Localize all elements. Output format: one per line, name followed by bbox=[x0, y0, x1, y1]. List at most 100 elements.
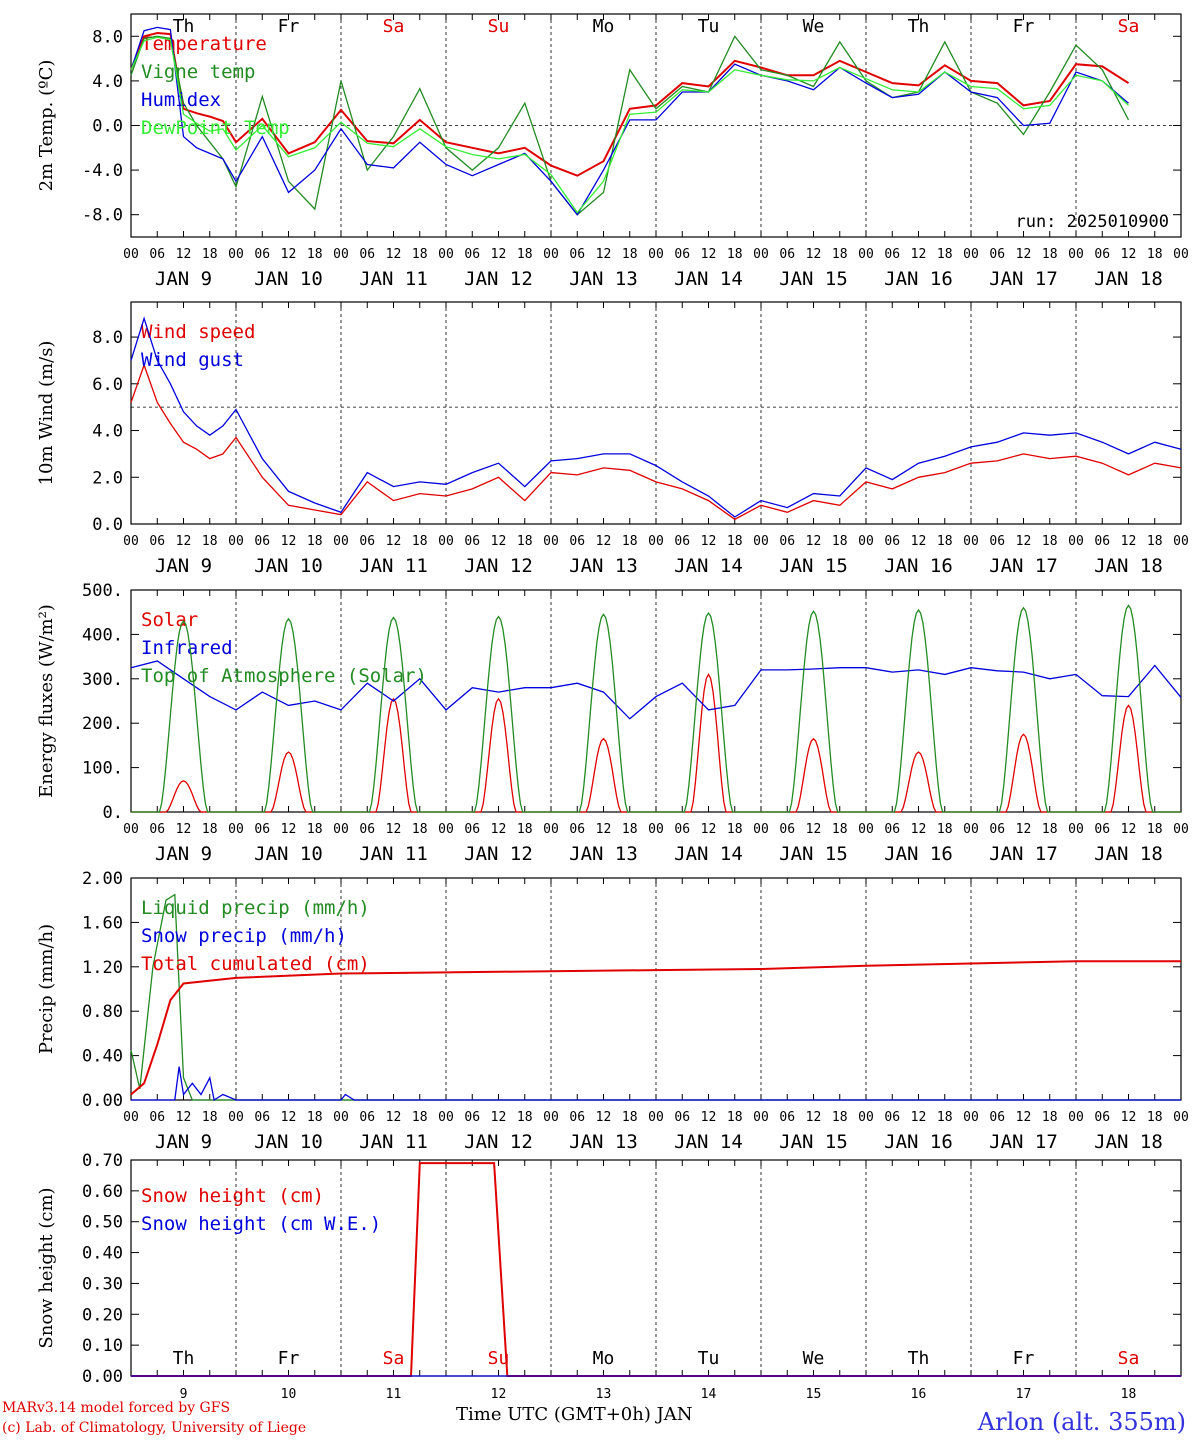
hour-tick-label: 18 bbox=[727, 534, 743, 549]
model-credit: MARv3.14 model forced by GFS bbox=[2, 1400, 231, 1416]
weekday-label: Sa bbox=[383, 16, 405, 37]
date-label: JAN 12 bbox=[464, 555, 533, 577]
hour-tick-label: 06 bbox=[884, 1110, 900, 1125]
hour-tick-label: 18 bbox=[202, 534, 218, 549]
hour-tick-label: 12 bbox=[911, 1110, 927, 1125]
legend-entry: Total cumulated (cm) bbox=[141, 953, 370, 975]
hour-tick-label: 06 bbox=[674, 534, 690, 549]
weekday-label: Th bbox=[173, 16, 195, 37]
y-tick-label: 0.30 bbox=[82, 1274, 123, 1294]
date-label: JAN 13 bbox=[569, 555, 638, 577]
day-number-label: 9 bbox=[180, 1387, 188, 1402]
y-tick-label: 200. bbox=[82, 714, 123, 734]
hour-tick-label: 12 bbox=[176, 247, 192, 262]
hour-tick-label: 18 bbox=[202, 247, 218, 262]
hour-tick-label: 06 bbox=[254, 1110, 270, 1125]
series-line-infrared bbox=[130, 660, 1182, 720]
hour-tick-label: 12 bbox=[596, 1110, 612, 1125]
date-label: JAN 16 bbox=[884, 1131, 953, 1153]
hour-tick-label: 00 bbox=[858, 1110, 874, 1125]
hour-tick-label: 00 bbox=[543, 1110, 559, 1125]
y-tick-label: 0.10 bbox=[82, 1336, 123, 1356]
legend-entry: Snow precip (mm/h) bbox=[141, 925, 347, 947]
y-tick-label: 1.20 bbox=[82, 958, 123, 978]
date-label: JAN 17 bbox=[989, 1131, 1058, 1153]
hour-tick-label: 18 bbox=[202, 822, 218, 837]
day-number-label: 11 bbox=[386, 1387, 402, 1402]
date-label: JAN 13 bbox=[569, 268, 638, 290]
date-label: JAN 17 bbox=[989, 555, 1058, 577]
run-label: run: 2025010900 bbox=[1015, 212, 1169, 232]
hour-tick-label: 06 bbox=[674, 822, 690, 837]
hour-tick-label: 12 bbox=[281, 822, 297, 837]
hour-tick-label: 00 bbox=[123, 247, 139, 262]
legend-entry: Wind gust bbox=[141, 349, 244, 371]
date-label: JAN 16 bbox=[884, 555, 953, 577]
day-number-label: 17 bbox=[1016, 1387, 1032, 1402]
hour-tick-label: 00 bbox=[1068, 247, 1084, 262]
hour-tick-label: 18 bbox=[832, 247, 848, 262]
hour-tick-label: 12 bbox=[491, 822, 507, 837]
y-tick-label: 8.0 bbox=[92, 328, 123, 348]
y-tick-label: -8.0 bbox=[82, 206, 123, 226]
date-label: JAN 13 bbox=[569, 1131, 638, 1153]
hour-tick-label: 06 bbox=[149, 1110, 165, 1125]
y-tick-label: 1.60 bbox=[82, 913, 123, 933]
date-label: JAN 13 bbox=[569, 843, 638, 865]
hour-tick-label: 00 bbox=[963, 822, 979, 837]
panel-3: 0. 100. 200. 300. 400. 500. Energy fluxes (W/m… bbox=[36, 581, 1189, 865]
hour-tick-label: 12 bbox=[1121, 1110, 1137, 1125]
hour-tick-label: 18 bbox=[412, 247, 428, 262]
hour-tick-label: 06 bbox=[674, 247, 690, 262]
y-tick-label: 0.60 bbox=[82, 1182, 123, 1202]
hour-tick-label: 06 bbox=[674, 1110, 690, 1125]
hour-tick-label: 12 bbox=[806, 822, 822, 837]
hour-tick-label: 12 bbox=[596, 247, 612, 262]
series-line-total-cumulated-cm bbox=[130, 960, 1181, 1096]
weekday-label: Sa bbox=[1118, 16, 1140, 37]
date-label: JAN 14 bbox=[674, 268, 743, 290]
hour-tick-label: 12 bbox=[1016, 247, 1032, 262]
hour-tick-label: 00 bbox=[1068, 534, 1084, 549]
hour-tick-label: 06 bbox=[779, 822, 795, 837]
hour-tick-label: 00 bbox=[648, 534, 664, 549]
weekday-label: Su bbox=[488, 1348, 510, 1369]
hour-tick-label: 12 bbox=[1121, 822, 1137, 837]
hour-tick-label: 18 bbox=[1147, 247, 1163, 262]
date-label: JAN 16 bbox=[884, 268, 953, 290]
hour-tick-label: 06 bbox=[569, 1110, 585, 1125]
hour-tick-label: 06 bbox=[464, 822, 480, 837]
hour-tick-label: 12 bbox=[491, 534, 507, 549]
y-tick-label: 0.20 bbox=[82, 1305, 123, 1325]
y-tick-label: 2.0 bbox=[92, 468, 123, 488]
date-label: JAN 10 bbox=[254, 268, 323, 290]
hour-tick-label: 18 bbox=[517, 822, 533, 837]
date-label: JAN 9 bbox=[155, 268, 212, 290]
date-label: JAN 14 bbox=[674, 1131, 743, 1153]
date-label: JAN 9 bbox=[155, 843, 212, 865]
hour-tick-label: 00 bbox=[858, 822, 874, 837]
hour-tick-label: 00 bbox=[228, 247, 244, 262]
series-line-temperature bbox=[130, 31, 1130, 177]
day-number-label: 15 bbox=[806, 1387, 822, 1402]
hour-tick-label: 00 bbox=[333, 822, 349, 837]
hour-tick-label: 18 bbox=[622, 247, 638, 262]
hour-tick-label: 18 bbox=[832, 1110, 848, 1125]
hour-tick-label: 12 bbox=[176, 822, 192, 837]
weekday-label: Tu bbox=[698, 1348, 720, 1369]
weekday-label: Th bbox=[173, 1348, 195, 1369]
legend-entry: Top of Atmosphere (Solar) bbox=[141, 665, 427, 687]
hour-tick-label: 18 bbox=[1042, 247, 1058, 262]
series-line-dewpoint-temp bbox=[130, 36, 1129, 214]
hour-tick-label: 06 bbox=[1094, 1110, 1110, 1125]
hour-tick-label: 06 bbox=[989, 822, 1005, 837]
date-label: JAN 18 bbox=[1094, 843, 1163, 865]
date-label: JAN 11 bbox=[359, 843, 428, 865]
y-tick-label: 6.0 bbox=[92, 375, 123, 395]
hour-tick-label: 18 bbox=[727, 822, 743, 837]
weekday-label: We bbox=[803, 16, 825, 37]
hour-tick-label: 00 bbox=[648, 247, 664, 262]
date-label: JAN 10 bbox=[254, 555, 323, 577]
hour-tick-label: 00 bbox=[1173, 822, 1189, 837]
hour-tick-label: 00 bbox=[753, 534, 769, 549]
